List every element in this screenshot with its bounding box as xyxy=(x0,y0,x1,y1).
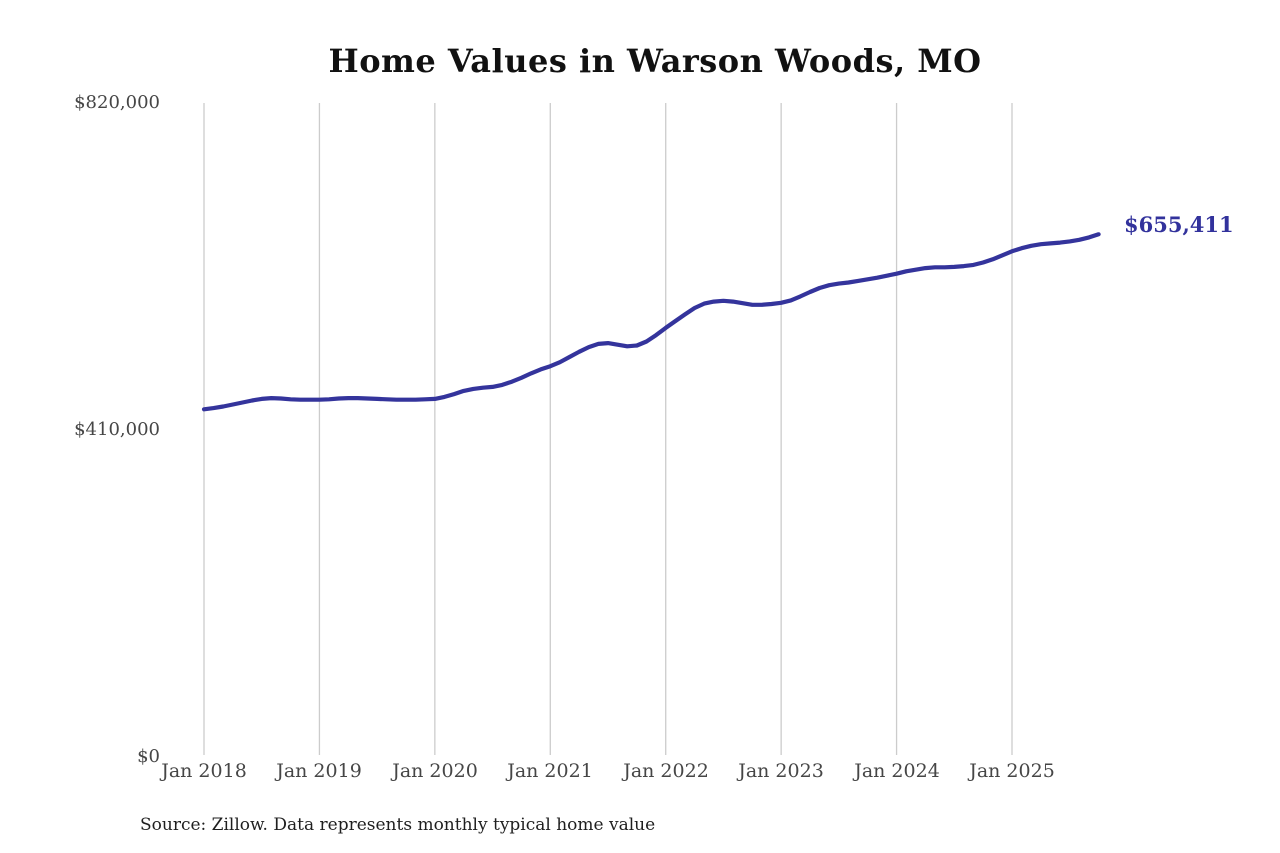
x-axis-tick-jan-2024: Jan 2024 xyxy=(854,760,940,782)
y-axis-tick-820000: $820,000 xyxy=(74,92,160,113)
x-axis-tick-jan-2020: Jan 2020 xyxy=(392,760,478,782)
x-axis-tick-jan-2018: Jan 2018 xyxy=(161,760,247,782)
x-axis-tick-jan-2021: Jan 2021 xyxy=(507,760,593,782)
home-value-line xyxy=(201,232,1101,412)
x-axis-tick-jan-2023: Jan 2023 xyxy=(738,760,824,782)
latest-value-label: $655,411 xyxy=(1124,212,1234,237)
y-axis-tick-410000: $410,000 xyxy=(74,419,160,440)
x-axis-tick-jan-2019: Jan 2019 xyxy=(276,760,362,782)
gridlines xyxy=(203,103,1013,755)
chart-title: Home Values in Warson Woods, MO xyxy=(328,42,982,80)
x-axis-tick-jan-2022: Jan 2022 xyxy=(623,760,709,782)
y-axis-tick-0: $0 xyxy=(137,746,160,767)
x-axis-tick-jan-2025: Jan 2025 xyxy=(969,760,1055,782)
source-note: Source: Zillow. Data represents monthly … xyxy=(140,815,656,835)
